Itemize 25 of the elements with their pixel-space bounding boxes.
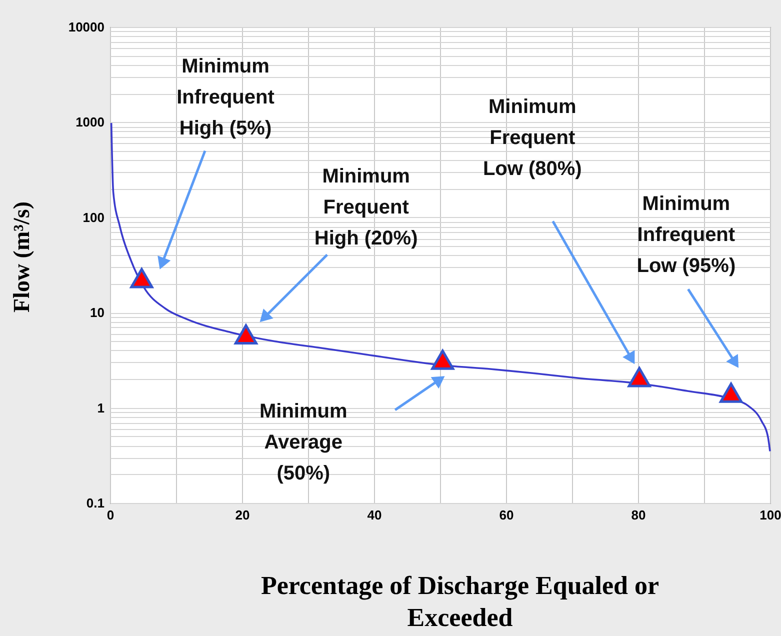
x-tick-label: 20 [235, 508, 250, 522]
point [628, 367, 651, 388]
x-tick-label: 60 [499, 508, 514, 522]
annotation: Minimum Frequent Low (80%) [482, 96, 582, 180]
y-tick-label: 100 [82, 210, 104, 225]
x-axis-title: Percentage of Discharge Equaled or Exceeded [260, 571, 660, 632]
y-tick-label: 0.1 [86, 496, 104, 510]
x-tick-label: 0 [106, 508, 114, 522]
x-tick-label: 100 [760, 508, 781, 522]
point [720, 382, 743, 403]
y-tick-label: 10 [90, 305, 104, 320]
y-tick-label: 1000 [76, 114, 104, 130]
point [431, 350, 454, 370]
x-tick-label: 40 [367, 508, 382, 522]
x-tick-label: 80 [631, 508, 646, 522]
y-tick-label: 10000 [68, 20, 104, 34]
annotation: Minimum Average (50%) [259, 400, 348, 485]
y-tick-label: 1 [97, 400, 104, 416]
point [234, 324, 258, 345]
annotation: Minimum Infrequent High (5%) [176, 55, 275, 140]
annotation: Minimum Frequent High (20%) [314, 166, 418, 250]
line-series [110, 122, 771, 452]
annotation: Minimum Infrequent Low (95%) [636, 193, 736, 278]
point [130, 268, 154, 288]
y-axis-title: Flow (m³/s) [9, 201, 34, 313]
